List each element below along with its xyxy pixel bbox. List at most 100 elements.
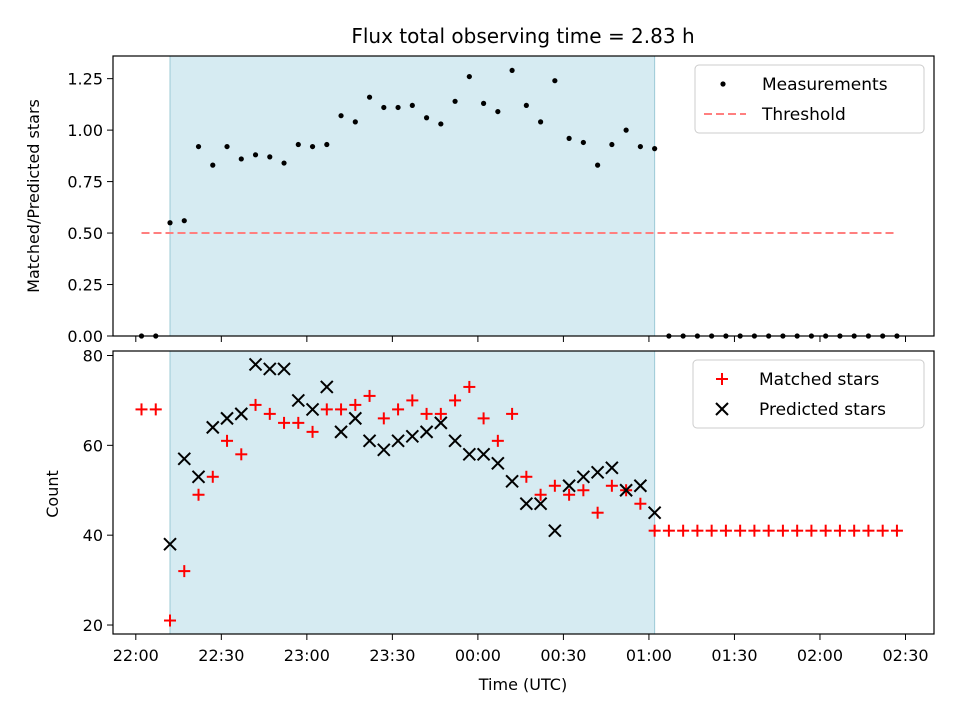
bottom-x-tick-label: 23:30 — [369, 646, 415, 665]
matched-star-point — [605, 479, 618, 492]
bottom-y-tick-label: 80 — [83, 346, 103, 365]
matched-star-point — [135, 403, 148, 416]
matched-star-point — [776, 524, 789, 537]
legend-predicted-label: Predicted stars — [759, 400, 886, 420]
predicted-star-d2 — [191, 470, 206, 484]
top-x-ticks — [135, 336, 906, 342]
matched-star-point — [292, 416, 305, 429]
matched-star-point — [164, 614, 177, 627]
bottom-x-tick-label: 01:30 — [711, 646, 757, 665]
measurement-point — [167, 220, 173, 226]
measurement-point — [181, 218, 187, 224]
measurement-point — [423, 115, 430, 121]
matched-star-point — [263, 407, 276, 420]
bottom-x-tick-label: 22:00 — [113, 646, 159, 665]
matched-star-point — [848, 524, 861, 537]
predicted-star-d2 — [462, 447, 477, 462]
predicted-star-point — [633, 479, 648, 493]
matched-star-point — [491, 434, 504, 447]
top-y-tick-label: 1.00 — [67, 121, 103, 140]
matched-star-point — [192, 488, 205, 501]
measurement-point — [409, 102, 415, 109]
matched-star-point — [349, 398, 362, 411]
predicted-star-d2 — [434, 416, 448, 430]
measurement-point — [366, 94, 373, 100]
matched-star-point — [791, 524, 804, 537]
measurement-point — [352, 119, 358, 125]
bottom-x-tick-label: 02:30 — [882, 646, 928, 665]
matched-star-point — [235, 448, 248, 461]
predicted-star-d2 — [362, 434, 377, 448]
matched-star-point — [206, 470, 219, 483]
predicted-star-d2 — [291, 393, 306, 408]
matched-star-point — [819, 524, 832, 537]
predicted-star-point — [405, 429, 420, 444]
predicted-star-d2 — [234, 407, 248, 421]
matched-star-point — [762, 524, 775, 537]
matched-star-point — [477, 412, 490, 425]
measurement-point — [623, 127, 629, 133]
matched-star-point — [705, 524, 718, 537]
predicted-star-d2 — [277, 362, 291, 376]
predicted-star-d2 — [206, 420, 220, 435]
predicted-star-d2 — [576, 470, 591, 484]
top-y-tick-label: 1.25 — [67, 70, 103, 89]
matched-star-point — [221, 434, 234, 447]
predicted-star-point — [647, 506, 662, 520]
measurement-point — [238, 156, 244, 162]
predicted-star-d2 — [491, 456, 505, 471]
matched-star-point — [748, 524, 761, 537]
predicted-star-point — [362, 434, 377, 448]
bottom-legend-box — [692, 359, 925, 429]
top-axes-frame — [112, 55, 935, 337]
top-y-tick-label: 0.50 — [67, 224, 103, 243]
predicted-star-d2 — [248, 357, 263, 372]
bottom-x-tick-label: 02:00 — [797, 646, 843, 665]
matched-star-point — [335, 403, 348, 416]
measurement-point — [338, 113, 344, 119]
predicted-star-d2 — [533, 497, 548, 511]
matched-star-point — [392, 403, 405, 416]
predicted-star-d2 — [519, 497, 534, 511]
matched-star-point — [634, 497, 647, 510]
predicted-star-d2 — [619, 483, 633, 497]
predicted-star-point — [177, 452, 191, 466]
bottom-observing-span — [169, 350, 656, 635]
matched-star-point — [890, 524, 903, 537]
legend-matched-marker — [716, 373, 728, 385]
measurement-point — [295, 141, 301, 148]
predicted-star-d2 — [305, 402, 320, 417]
top-y-tick-label: 0.00 — [67, 327, 103, 346]
measurement-point — [438, 121, 444, 127]
matched-star-point — [677, 524, 690, 537]
matched-star-point — [463, 380, 476, 393]
predicted-stars-points — [163, 357, 662, 551]
predicted-star-point — [163, 537, 177, 551]
matched-star-point — [662, 524, 675, 537]
predicted-star-point — [476, 447, 491, 462]
predicted-star-point — [605, 461, 619, 475]
matched-star-point — [320, 403, 333, 416]
measurement-point — [509, 67, 515, 74]
matched-star-point — [648, 524, 661, 537]
bottom-panel: 20 40 60 80 22:00 22:30 23:00 23:30 00:00 00:30 0… — [43, 346, 935, 694]
bottom-y-tick-label: 40 — [83, 526, 103, 545]
bottom-x-tick-label: 23:00 — [284, 646, 330, 665]
predicted-star-point — [191, 470, 206, 484]
measurement-point — [538, 119, 544, 125]
matched-star-point — [249, 398, 262, 411]
measurement-point — [566, 135, 572, 141]
predicted-star-point — [305, 402, 320, 417]
measurement-point — [224, 143, 230, 150]
predicted-star-d2 — [163, 537, 177, 551]
bottom-x-tick-label: 00:00 — [455, 646, 501, 665]
predicted-star-point — [320, 380, 334, 394]
predicted-star-d2 — [647, 506, 662, 520]
bottom-x-tick-label: 01:00 — [626, 646, 672, 665]
matched-star-point — [862, 524, 875, 537]
predicted-star-point — [462, 447, 477, 462]
predicted-star-point — [548, 523, 562, 538]
matched-star-point — [149, 403, 162, 416]
measurement-point — [267, 154, 273, 160]
predicted-star-point — [505, 474, 519, 488]
